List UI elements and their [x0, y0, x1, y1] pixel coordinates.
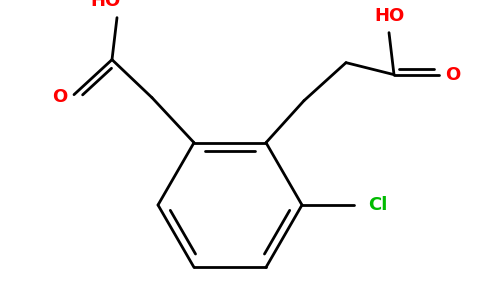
Text: O: O — [445, 66, 461, 84]
Text: HO: HO — [374, 7, 404, 25]
Text: HO: HO — [90, 0, 120, 10]
Text: Cl: Cl — [368, 196, 387, 214]
Text: O: O — [52, 88, 68, 106]
